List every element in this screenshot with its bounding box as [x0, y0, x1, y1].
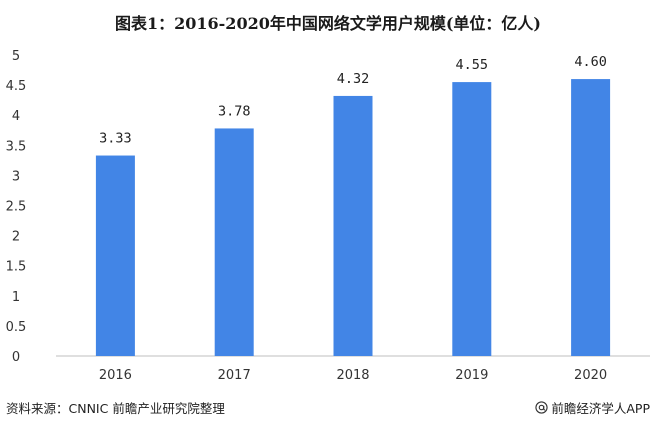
- y-tick-label: 1: [12, 290, 20, 305]
- bar: [571, 79, 611, 356]
- bar: [214, 128, 254, 356]
- footer-brand-label: 前瞻经济学人APP: [551, 401, 650, 416]
- y-tick-label: 2.5: [6, 200, 27, 215]
- bar-value-label: 4.32: [337, 71, 370, 87]
- bar-value-label: 4.55: [456, 57, 489, 73]
- x-tick-label: 2019: [455, 368, 488, 383]
- chart-title: 图表1：2016-2020年中国网络文学用户规模(单位：亿人): [115, 14, 541, 33]
- x-tick-label: 2016: [99, 368, 132, 383]
- y-tick-label: 0: [12, 350, 20, 365]
- y-tick-label: 0.5: [6, 320, 27, 335]
- x-tick-label: 2017: [218, 368, 251, 383]
- bar: [452, 82, 492, 356]
- y-tick-label: 3: [12, 169, 20, 184]
- bar-value-label: 3.33: [99, 131, 132, 147]
- source-note: 资料来源：CNNIC 前瞻产业研究院整理: [6, 401, 225, 416]
- bar: [333, 95, 373, 356]
- bar-value-label: 3.78: [218, 103, 251, 119]
- y-tick-label: 5: [12, 49, 20, 64]
- x-tick-label: 2020: [574, 368, 607, 383]
- x-tick-label: 2018: [336, 368, 369, 383]
- bar-value-label: 4.60: [574, 54, 607, 70]
- y-tick-label: 4: [12, 109, 20, 124]
- bar: [95, 155, 135, 356]
- footer-brand: 前瞻经济学人APP: [535, 398, 650, 417]
- at-icon: [535, 401, 548, 414]
- y-tick-label: 1.5: [6, 260, 27, 275]
- y-tick-label: 4.5: [6, 79, 27, 94]
- y-tick-label: 2: [12, 230, 20, 245]
- y-tick-label: 3.5: [6, 139, 27, 154]
